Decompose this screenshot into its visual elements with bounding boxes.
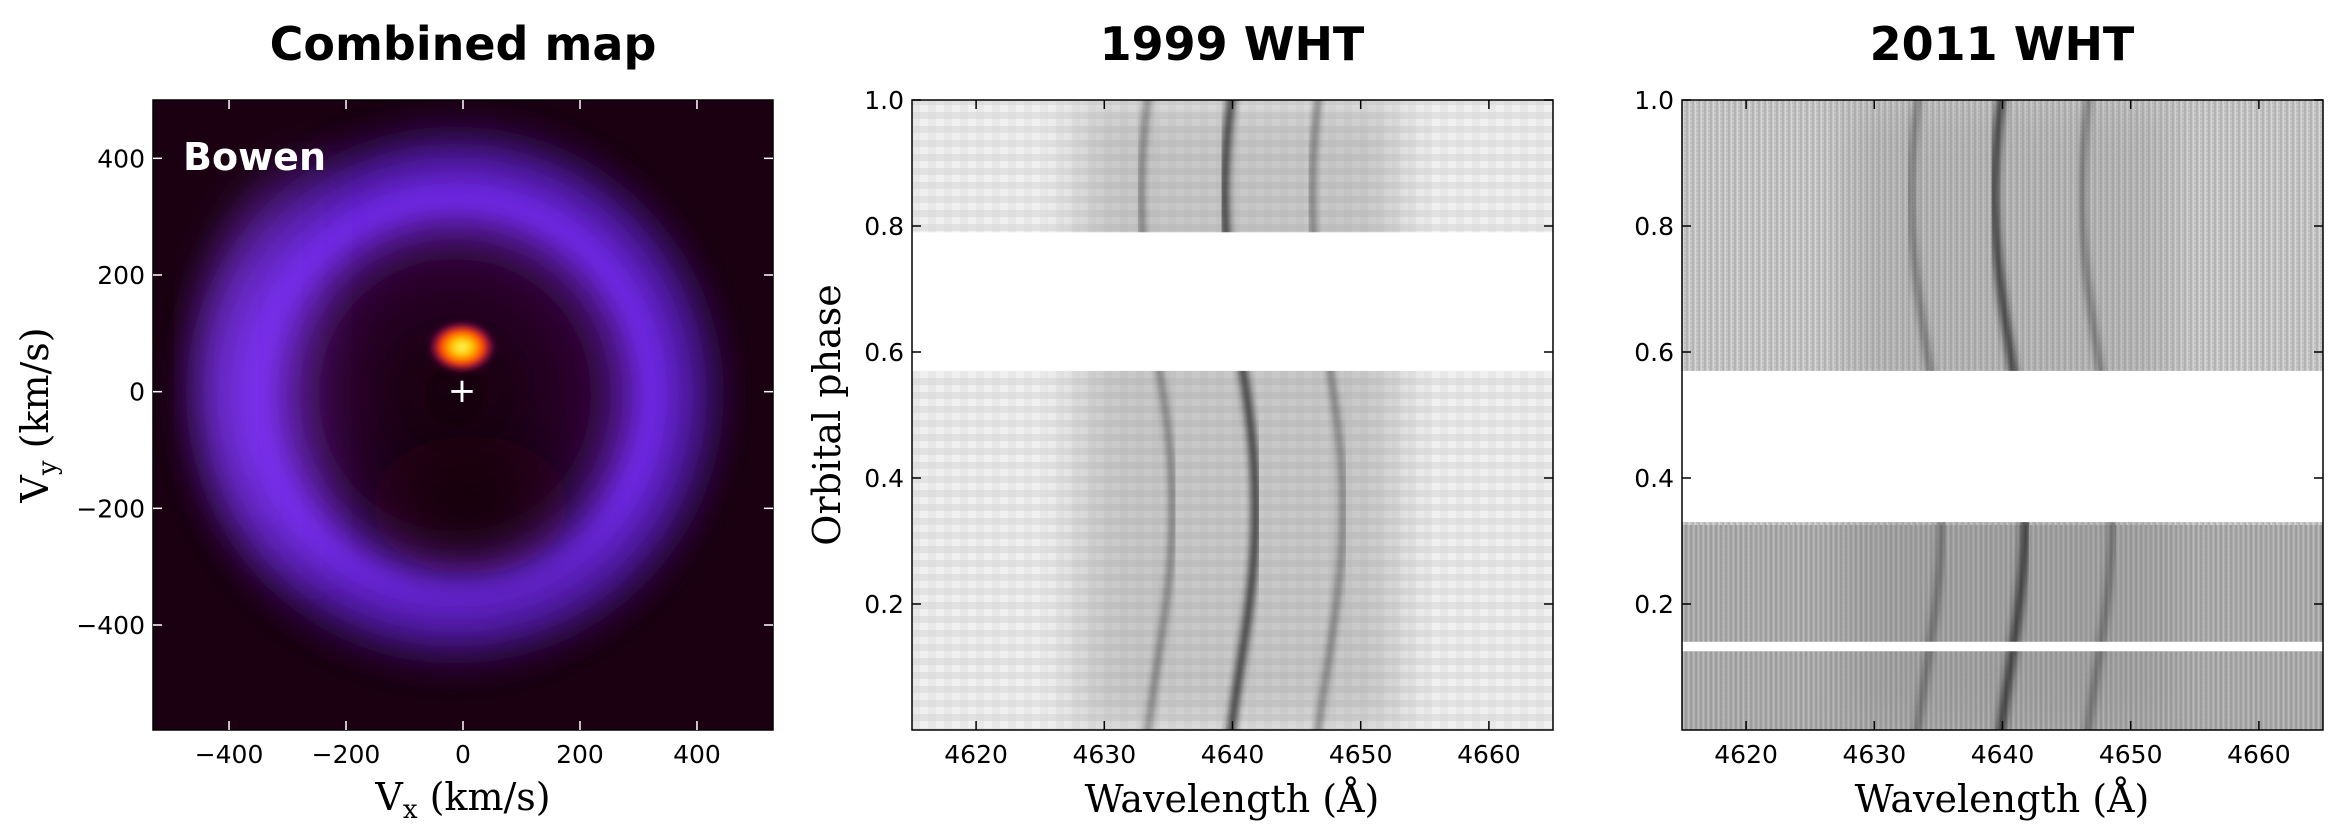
panel1-xlabel: Vx (km/s) [374, 775, 550, 825]
panel1-ylabel: Vy (km/s) [13, 327, 63, 503]
trailed-spectrum-1999 [912, 100, 1553, 730]
panel2-ylabel: Orbital phase [805, 284, 849, 545]
x-tick-label: 4650 [2099, 740, 2163, 769]
panel-1999-wht: 1999 WHT 4620 4630 4640 4650 4660 0.20.40.60… [805, 17, 1554, 821]
y-tick-label: 0.4 [1634, 464, 1674, 493]
x-tick-label: 4660 [2227, 740, 2291, 769]
x-tick-label: 400 [673, 740, 721, 769]
y-tick-label: 0.2 [864, 590, 904, 619]
y-tick-label: 400 [97, 144, 145, 173]
x-tick-label: −200 [312, 740, 381, 769]
y-tick-label: 0.6 [864, 338, 904, 367]
panel3-x-ticks: 4620 4630 4640 4650 4660 [1714, 100, 2291, 769]
x-tick-label: 4630 [1842, 740, 1906, 769]
panel2-y-ticks: 0.2 0.4 0.6 0.8 1.0 [864, 86, 1553, 619]
emission-line-trail [1309, 100, 1346, 730]
panel-2011-wht: 2011 WHT 4620 4630 4640 4650 4660 0.20.40.60… [1634, 17, 2324, 821]
y-tick-label: 200 [97, 261, 145, 290]
y-tick-label: 0.6 [1634, 338, 1674, 367]
x-tick-label: 200 [556, 740, 604, 769]
bowen-blend-band [1078, 100, 1400, 730]
y-tick-label: −200 [76, 494, 145, 523]
y-tick-label: 0.8 [1634, 212, 1674, 241]
x-tick-label: −400 [195, 740, 264, 769]
y-tick-label: 0.2 [1634, 590, 1674, 619]
x-tick-label: 4620 [1714, 740, 1778, 769]
emission-line-trail [1138, 100, 1176, 730]
panel2-title: 1999 WHT [1100, 17, 1365, 71]
x-tick-label: 4620 [944, 740, 1008, 769]
panel2-xlabel: Wavelength (Å) [1085, 777, 1380, 821]
origin-marker: + [448, 371, 477, 411]
x-tick-label: 4660 [1457, 740, 1521, 769]
panel2-x-ticks: 4620 4630 4640 4650 4660 [944, 100, 1521, 769]
trailed-spectrum-2011 [1682, 100, 2323, 730]
x-tick-label: 4650 [1329, 740, 1393, 769]
panel1-title: Combined map [270, 17, 657, 71]
phase-gap [1682, 641, 2323, 652]
panel3-y-ticks: 0.2 0.4 0.6 0.8 1.0 [1634, 86, 2323, 619]
y-tick-label: 0.8 [864, 212, 904, 241]
x-tick-label: 4640 [1971, 740, 2035, 769]
y-tick-label: 1.0 [1634, 86, 1674, 115]
y-tick-label: 0.4 [864, 464, 904, 493]
x-tick-label: 0 [455, 740, 471, 769]
x-tick-label: 4630 [1072, 740, 1136, 769]
panel3-title: 2011 WHT [1870, 17, 2135, 71]
panel-combined-map: Combined map Bowen + −400 −200 0 200 400 −40… [13, 17, 774, 825]
map-annotation: Bowen [183, 135, 326, 179]
emission-line-trail [1220, 100, 1260, 730]
panel1-y-ticks: −400 −200 0 200 400 [76, 144, 773, 640]
panel3-xlabel: Wavelength (Å) [1855, 777, 2150, 821]
hot-spot [428, 321, 496, 373]
y-tick-label: 1.0 [864, 86, 904, 115]
x-tick-label: 4640 [1201, 740, 1265, 769]
panel1-x-ticks: −400 −200 0 200 400 [195, 100, 721, 769]
y-tick-label: 0 [129, 378, 145, 407]
y-tick-label: −400 [76, 611, 145, 640]
phase-gap [912, 232, 1553, 371]
phase-gap [1682, 370, 2323, 523]
doppler-map-image [153, 100, 773, 730]
